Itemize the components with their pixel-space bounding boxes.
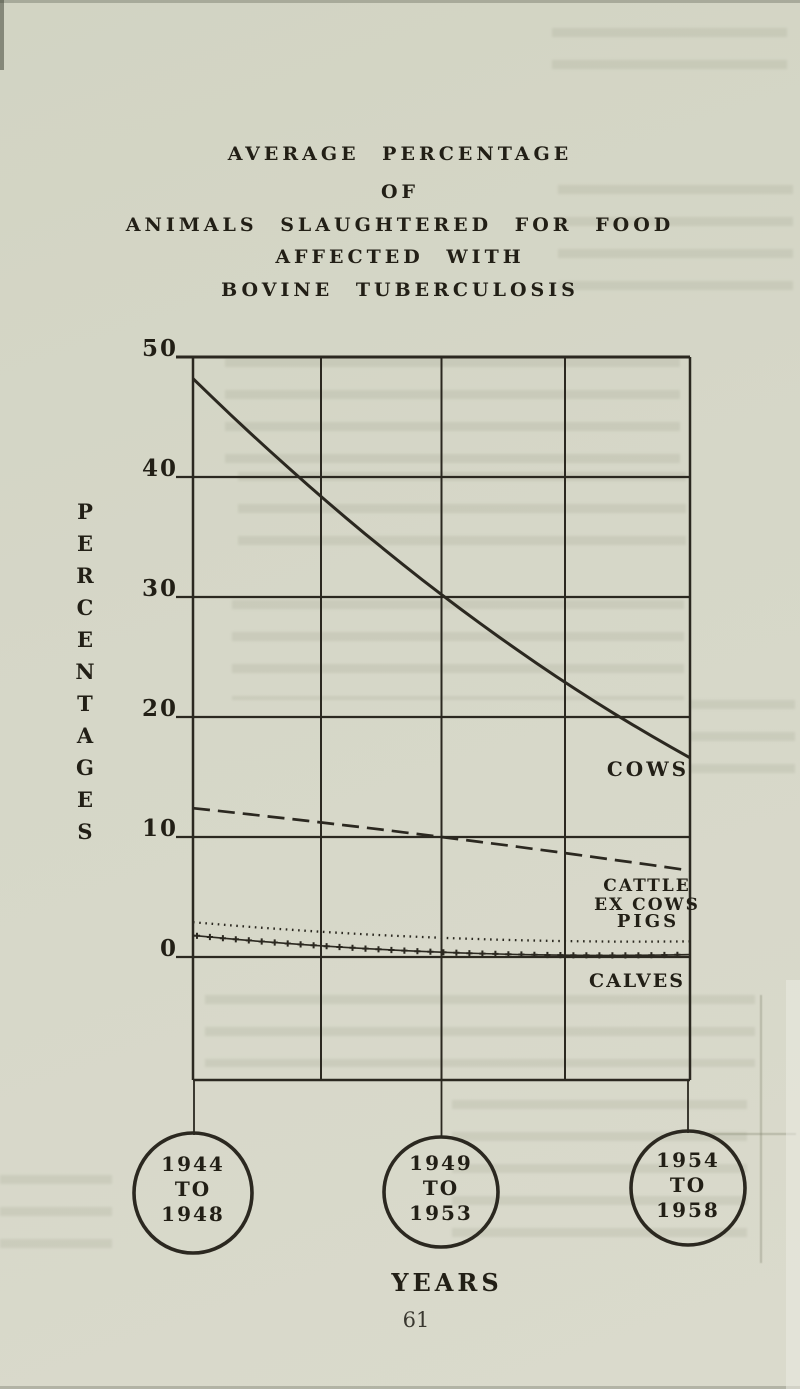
y-axis-letter: C [76,595,94,620]
series-markers-calves [193,932,681,959]
series-label-cattle-ex-cows: CATTLE EX COWS [593,877,701,915]
bleed-through-artifact [760,995,762,1263]
bleed-through-artifact [238,472,686,562]
page-edge [786,980,800,1389]
series-line-cows [191,377,691,760]
bleed-through-artifact [558,185,793,300]
y-axis-letter: A [76,723,94,748]
series-label-cows: COWS [606,757,690,781]
bleed-through-artifact [552,28,787,90]
period-year: 1958 [656,1198,720,1222]
period-year: 1948 [161,1202,225,1226]
period-year: 1944 [161,1152,225,1176]
series-label-line: CATTLE [603,876,691,896]
bleed-through-artifact [232,600,684,700]
page-edge [0,0,4,70]
bleed-through-artifact [452,1100,747,1260]
y-axis-letter: N [75,659,95,684]
x-axis-title: YEARS [391,1268,503,1297]
period-to: TO [422,1176,460,1200]
y-axis-letter: T [77,691,93,716]
page-edge [0,0,800,3]
page-number: 61 [402,1308,430,1332]
y-tick-label: 50 [141,335,178,362]
period-circle-text: 1944 TO 1948 [133,1152,253,1227]
period-circle [382,1135,500,1249]
y-axis-letter: E [76,531,93,556]
y-tick-label: 0 [159,935,178,962]
page-edge [0,1386,800,1389]
y-axis-letter: S [77,819,93,844]
series-label-calves: CALVES [589,970,685,992]
y-tick-label: 40 [141,455,178,482]
period-circle [132,1131,254,1255]
y-axis-letter: E [76,627,93,652]
period-year: 1949 [409,1151,473,1175]
chart-title-line: BOVINE TUBERCULOSIS [221,279,579,301]
series-line-cattle-ex-cows [192,806,691,872]
bleed-through-artifact [225,358,680,466]
period-to: TO [174,1177,212,1201]
series-line-pigs [192,921,691,943]
y-axis-letter: R [76,563,94,588]
period-circle-text: 1949 TO 1953 [381,1151,501,1226]
chart-title-line: AVERAGE PERCENTAGE [227,143,573,165]
series-label-line: EX COWS [594,895,700,915]
y-tick-label: 30 [141,575,178,602]
period-year: 1953 [409,1201,473,1225]
y-axis-letter: E [76,787,93,812]
bleed-through-artifact [690,700,795,792]
period-to: TO [669,1173,707,1197]
y-axis-letter: P [77,499,93,524]
period-circle-text: 1954 TO 1958 [628,1148,748,1223]
y-tick-label: 20 [141,695,178,722]
chart-title-line: ANIMALS SLAUGHTERED FOR FOOD [125,214,675,236]
bleed-through-artifact [205,995,755,1067]
chart-title-line: OF [380,181,420,203]
y-axis-letter: G [76,755,94,780]
chart-title-line: AFFECTED WITH [275,246,525,268]
bleed-through-artifact [700,1133,796,1135]
series-label-pigs: PIGS [616,911,680,932]
y-tick-label: 10 [141,815,178,842]
period-year: 1954 [656,1148,720,1172]
period-circle [629,1129,747,1247]
bleed-through-artifact [0,1175,112,1263]
